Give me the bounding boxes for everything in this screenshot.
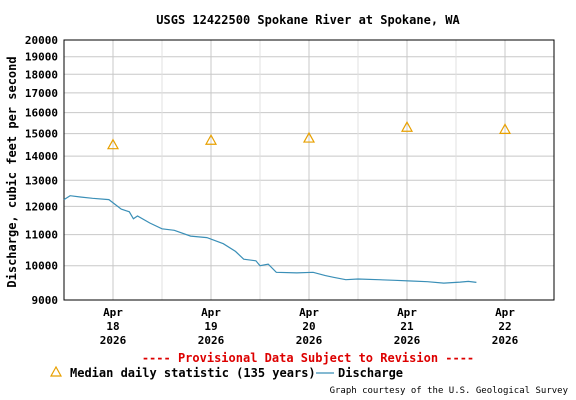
y-tick-label: 14000 <box>25 150 58 163</box>
x-tick-label: Apr <box>201 306 221 319</box>
chart-title: USGS 12422500 Spokane River at Spokane, … <box>156 13 460 27</box>
discharge-series <box>63 195 477 284</box>
provisional-notice: ---- Provisional Data Subject to Revisio… <box>142 351 474 365</box>
x-tick-label: 20 <box>302 320 315 333</box>
x-tick-labels: Apr182026Apr192026Apr202026Apr212026Apr2… <box>100 306 519 347</box>
discharge-line <box>63 195 477 284</box>
legend-median-label: Median daily statistic (135 years) <box>70 366 316 380</box>
y-tick-label: 17000 <box>25 87 58 100</box>
x-tick-label: 2026 <box>296 334 323 347</box>
x-tick-label: Apr <box>397 306 417 319</box>
x-tick-label: 2026 <box>394 334 421 347</box>
median-marker <box>106 138 120 150</box>
median-series <box>106 120 512 150</box>
y-tick-label: 13000 <box>25 174 58 187</box>
x-tick-label: 2026 <box>100 334 127 347</box>
y-tick-label: 19000 <box>25 51 58 64</box>
median-marker <box>302 131 316 143</box>
x-tick-label: 21 <box>400 320 414 333</box>
x-tick-label: Apr <box>299 306 319 319</box>
legend-discharge-label: Discharge <box>338 366 403 380</box>
legend-triangle-icon <box>49 365 63 377</box>
y-tick-label: 11000 <box>25 229 58 242</box>
y-tick-label: 12000 <box>25 200 58 213</box>
x-tick-label: Apr <box>495 306 515 319</box>
median-marker <box>204 134 218 145</box>
x-tick-label: 2026 <box>198 334 225 347</box>
y-tick-label: 20000 <box>25 34 58 47</box>
y-tick-label: 18000 <box>25 68 58 81</box>
median-marker <box>400 120 414 132</box>
credit-text: Graph courtesy of the U.S. Geological Su… <box>330 386 569 396</box>
x-tick-label: 18 <box>106 320 119 333</box>
y-tick-label: 10000 <box>25 260 58 273</box>
x-tick-label: 22 <box>498 320 511 333</box>
median-marker <box>498 123 512 134</box>
grid <box>64 39 554 301</box>
y-tick-label: 16000 <box>25 107 58 120</box>
x-tick-label: 2026 <box>492 334 519 347</box>
plot-area <box>63 39 555 301</box>
y-axis-label: Discharge, cubic feet per second <box>5 56 19 287</box>
y-tick-labels: 9000 10000 11000 12000 13000 14000 15000 16000 1… <box>25 34 58 307</box>
legend: Median daily statistic (135 years) Disch… <box>49 365 403 380</box>
x-tick-label: 19 <box>204 320 217 333</box>
y-tick-label: 15000 <box>25 128 58 141</box>
x-tick-label: Apr <box>103 306 123 319</box>
y-tick-label: 9000 <box>32 294 59 307</box>
